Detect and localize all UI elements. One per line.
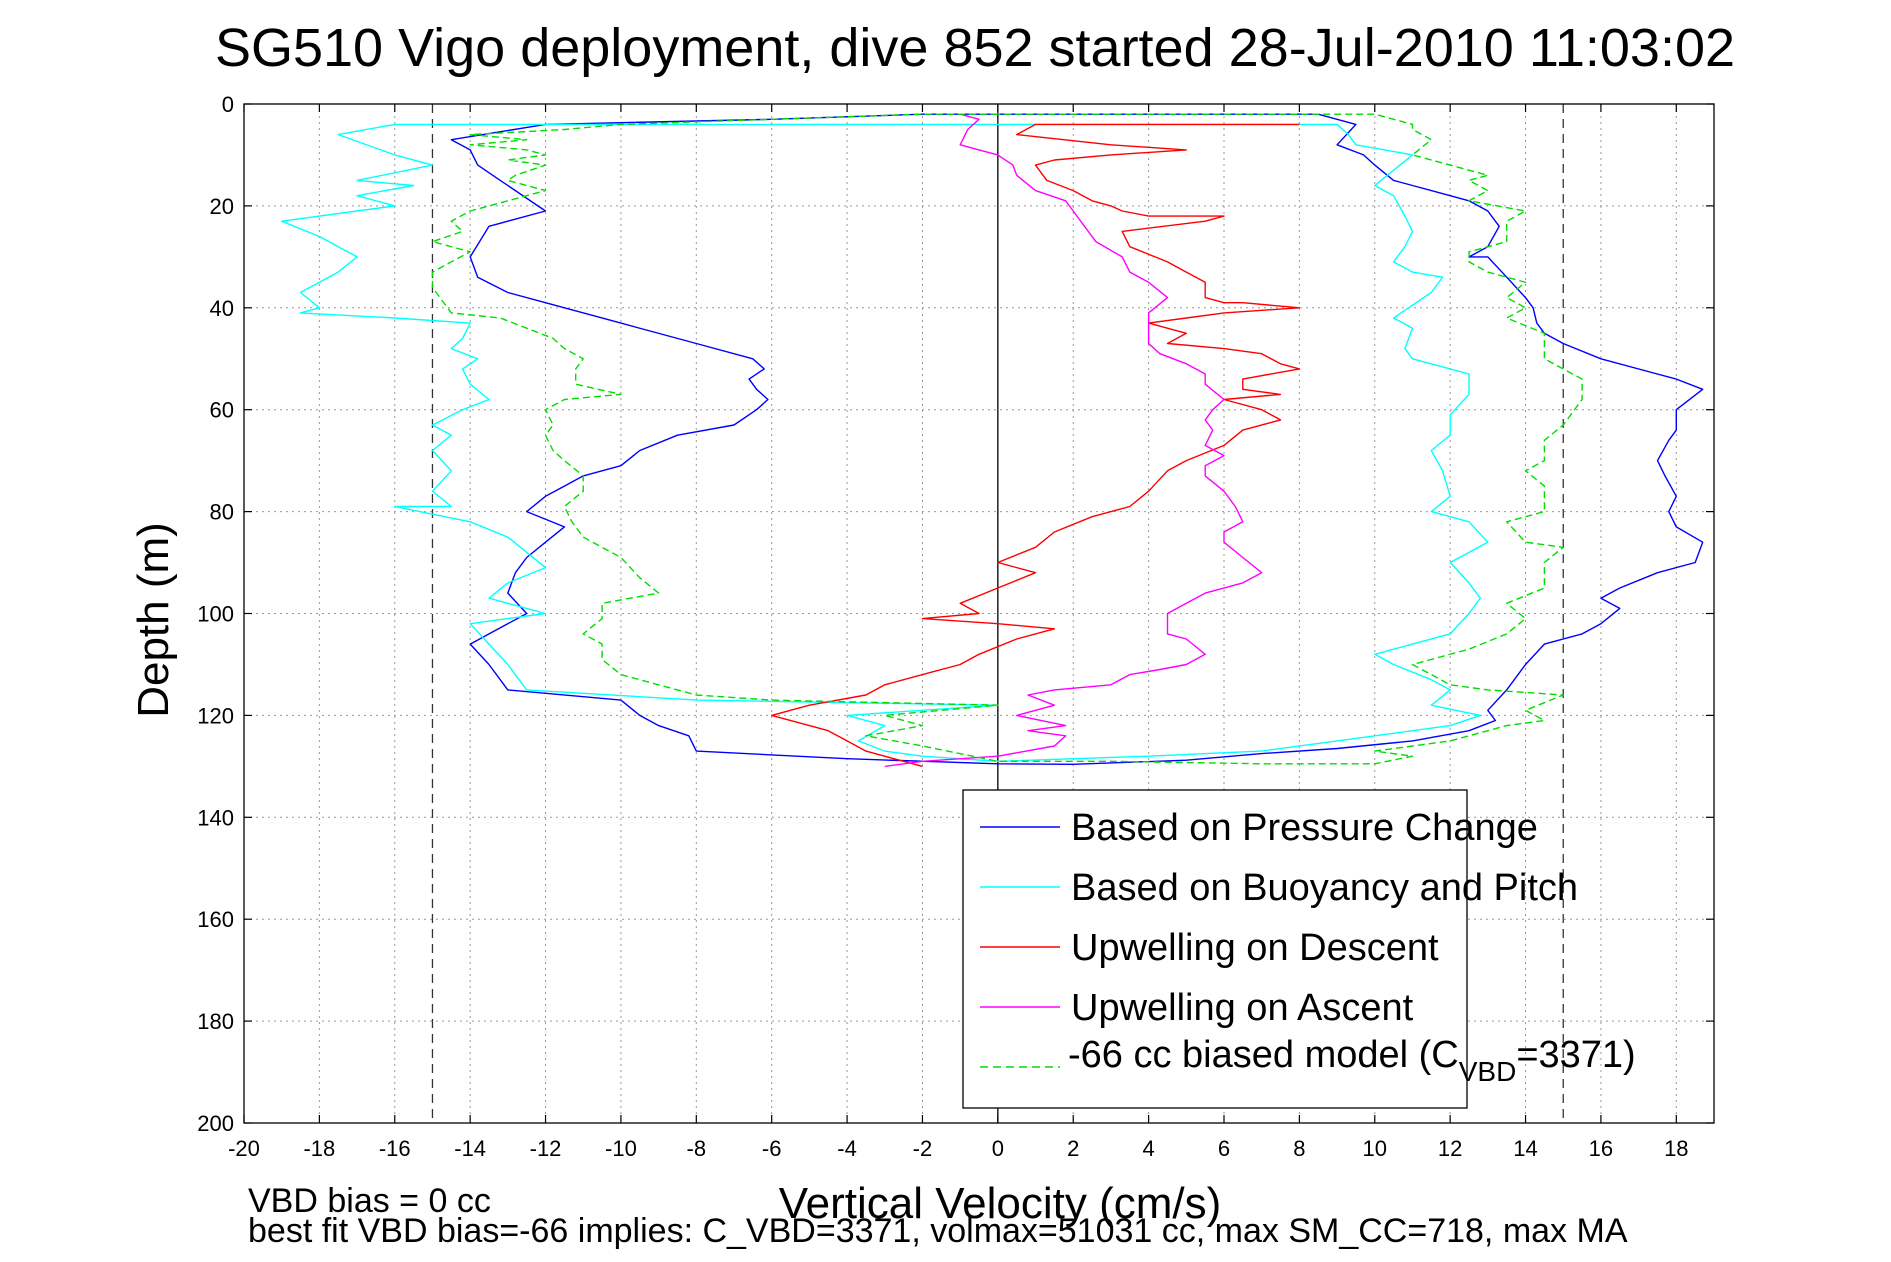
y-tick-label: 0 [222,92,234,117]
x-tick-label: 12 [1438,1136,1462,1161]
y-tick-label: 40 [210,296,234,321]
x-tick-label: -12 [530,1136,562,1161]
series-line-2 [771,123,1301,768]
y-tick-label: 180 [197,1009,234,1034]
legend: Based on Pressure Change Based on Buoyan… [962,789,1636,1109]
x-tick-label: 14 [1513,1136,1537,1161]
legend-label-model-sub: VBD [1459,1056,1517,1087]
x-tick-label: -14 [454,1136,486,1161]
legend-label-pressure: Based on Pressure Change [1071,807,1538,849]
series-line-1 [281,123,1489,762]
x-tick-label: -16 [379,1136,411,1161]
series-line-4 [431,113,1583,765]
footer-best-fit: best fit VBD bias=-66 implies: C_VBD=337… [248,1212,1628,1250]
x-ticks: -20 -18 -16 -14 -12 -10 -8 -6 -4 -2 0 2 4 6 8 10 12 14 16 1… [228,104,1689,1161]
series-line-0 [450,113,1704,765]
legend-label-model-prefix: -66 cc biased model (C [1068,1034,1459,1076]
x-tick-label: -8 [687,1136,707,1161]
footer-vbd-bias: VBD bias = 0 cc [248,1182,491,1220]
y-tick-label: 200 [197,1111,234,1136]
y-tick-label: 140 [197,805,234,830]
x-tick-label: 0 [992,1136,1004,1161]
x-tick-label: 10 [1363,1136,1387,1161]
x-tick-label: 16 [1589,1136,1613,1161]
y-axis-label: Depth (m) [129,522,178,718]
x-tick-label: -20 [228,1136,260,1161]
y-tick-label: 20 [210,194,234,219]
x-tick-label: 18 [1664,1136,1688,1161]
legend-label-ascent: Upwelling on Ascent [1071,987,1414,1029]
chart-title: SG510 Vigo deployment, dive 852 started … [215,18,1735,78]
legend-label-buoyancy: Based on Buoyancy and Pitch [1071,867,1578,909]
x-tick-label: -18 [303,1136,335,1161]
x-tick-label: 4 [1142,1136,1154,1161]
x-tick-label: 2 [1067,1136,1079,1161]
legend-label-model-suffix: =3371) [1516,1034,1635,1076]
x-tick-label: -4 [837,1136,857,1161]
legend-label-descent: Upwelling on Descent [1071,927,1439,969]
y-tick-label: 100 [197,602,234,627]
series-group [281,113,1704,768]
x-axis-label: Vertical Velocity (cm/s) [779,1179,1222,1228]
y-tick-label: 160 [197,907,234,932]
x-tick-label: 6 [1218,1136,1230,1161]
legend-label-model: -66 cc biased model (CVBD=3371) [1068,1034,1636,1087]
legend-box [962,789,1468,1109]
series-line-3 [884,113,1263,768]
x-tick-label: -2 [913,1136,933,1161]
y-tick-label: 120 [197,703,234,728]
y-tick-label: 60 [210,398,234,423]
x-tick-label: 8 [1293,1136,1305,1161]
y-tick-label: 80 [210,500,234,525]
y-ticks: 0 20 40 60 80 100 120 140 160 180 200 [197,92,1714,1136]
x-tick-label: -6 [762,1136,782,1161]
x-tick-label: -10 [605,1136,637,1161]
